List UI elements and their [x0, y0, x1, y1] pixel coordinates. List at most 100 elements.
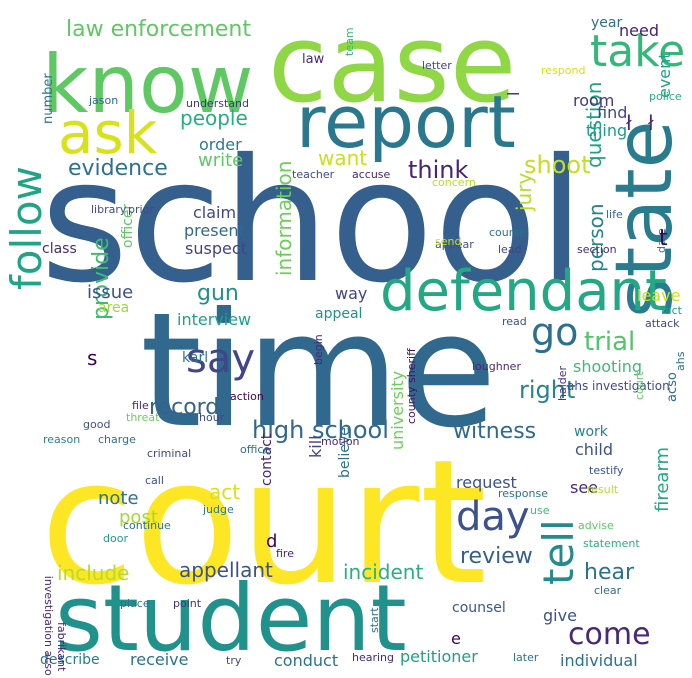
word-way: way [335, 284, 367, 303]
word-officer: officer [120, 204, 136, 248]
word-see: see [570, 478, 598, 497]
word-kill: kill [306, 435, 325, 458]
word-room: room [573, 91, 614, 110]
word-report: report [296, 80, 516, 164]
word-investigation-acso: investigation acso [42, 576, 55, 676]
word-call: call [145, 474, 164, 487]
word-take: take [590, 26, 685, 77]
word-university: university [388, 371, 407, 450]
word-year: year [591, 15, 622, 31]
word-conduct: conduct [274, 651, 338, 670]
word-court: court [633, 371, 646, 400]
word-high-school: high school [252, 416, 389, 444]
word-e: e [451, 629, 461, 648]
word-loughner: loughner [472, 360, 521, 373]
word-present: present [184, 221, 245, 240]
word-state: state [600, 120, 690, 318]
word-witness: witness [453, 419, 536, 444]
word-ahs: ahs [674, 351, 687, 371]
word-testify: testify [589, 464, 624, 477]
word-response: response [498, 487, 548, 500]
word-court: court [40, 422, 487, 623]
word-judge: judge [202, 503, 234, 516]
word-say: say [186, 336, 255, 382]
word-read: read [502, 315, 527, 328]
word-child: child [575, 440, 613, 459]
word-describe: describe [40, 652, 100, 668]
word-evidence: evidence [68, 156, 168, 181]
word-motion: motion [321, 435, 360, 448]
word-believe: believe [337, 427, 353, 478]
word-use: use [530, 504, 550, 517]
word-question: question [582, 82, 606, 168]
word-ahs-investigation: ahs investigation [567, 379, 670, 393]
word-advise: advise [578, 519, 614, 532]
word-record: record [149, 395, 219, 420]
word-reason: reason [43, 433, 80, 446]
word-appeal: appeal [315, 306, 362, 322]
word-prior: prior [128, 203, 154, 216]
word-date: date [655, 228, 668, 253]
word-defendant: defendant [380, 259, 667, 324]
word-think: think [408, 156, 469, 184]
word-hour: hour [199, 411, 225, 424]
word-post: post [119, 507, 158, 528]
word-criminal: criminal [147, 447, 191, 460]
word-door: door [103, 532, 128, 545]
word-follow: follow [2, 166, 51, 290]
word-office: office [240, 443, 270, 456]
word-lead: lead [498, 243, 522, 256]
word-law: law [302, 52, 325, 67]
word-want: want [318, 146, 367, 170]
word-respond: respond [541, 64, 585, 77]
word-leave: leave [637, 286, 680, 305]
word-letter: letter [422, 59, 452, 72]
word-section: section [577, 243, 617, 256]
word-person: person [584, 203, 608, 272]
word-request: request [456, 473, 517, 492]
word-later: later [513, 651, 539, 664]
word-counsel: counsel [452, 600, 506, 616]
word-write: write [198, 150, 243, 171]
word-law-enforcement: law enforcement [66, 17, 251, 42]
word-fire: fire [276, 547, 294, 560]
word-t: t [659, 226, 668, 251]
word-hearing: hearing [352, 651, 394, 664]
word-appellant: appellant [179, 558, 273, 582]
word-start: start [368, 607, 381, 633]
word-threat: threat [126, 411, 160, 424]
word-send: send [435, 235, 461, 248]
word-day: day [456, 494, 530, 540]
word-review: review [460, 544, 533, 569]
word-suspect: suspect [185, 239, 247, 258]
word-county-sheriff: county sheriff [405, 348, 418, 424]
word-continue: continue [123, 519, 171, 532]
word-try: try [226, 654, 242, 667]
word-give: give [543, 606, 577, 625]
word-incident: incident [343, 560, 423, 584]
word-include: include [57, 561, 129, 585]
word-ask: ask [58, 99, 158, 167]
word-shooting: shooting [573, 357, 642, 376]
word-time: time [140, 279, 497, 463]
word-point: point [173, 597, 202, 610]
word-fact: fact [661, 304, 683, 317]
word-information: information [272, 161, 296, 276]
word-jason: jason [88, 94, 118, 107]
word-trial: trial [584, 327, 635, 357]
word-karl: karl [182, 350, 208, 366]
word-begin: begin [312, 334, 325, 365]
word-library: library [91, 203, 127, 216]
word-good: good [83, 418, 110, 431]
word-appear: appear [435, 238, 474, 251]
word-life: life [606, 208, 623, 221]
word-result: result [587, 483, 619, 496]
word-receive: receive [130, 650, 188, 669]
word-contact: contact [259, 433, 275, 486]
word-understand: understand [186, 97, 249, 110]
word-halder: halder [556, 365, 569, 401]
word-accuse: accuse [352, 168, 391, 181]
word-individual: individual [560, 651, 638, 670]
word-attack: attack [645, 317, 680, 330]
